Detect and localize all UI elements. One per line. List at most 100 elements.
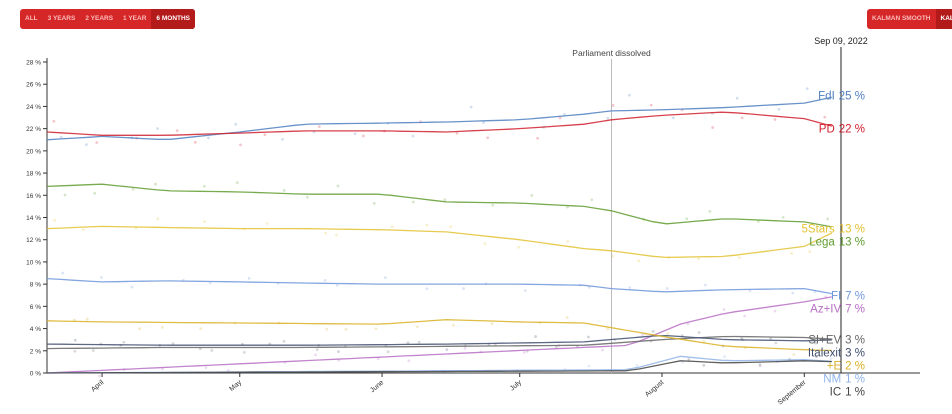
- poll-dot: [154, 182, 157, 186]
- poll-dot: [130, 285, 134, 289]
- series-value: 13 %: [839, 224, 865, 236]
- poll-dot: [73, 349, 77, 353]
- poll-dot: [199, 327, 203, 331]
- period-button-3-years[interactable]: 3 YEARS: [47, 15, 76, 22]
- series-end-labels: FdI 25 %PD 22 %5Stars 13 %Lega 13 %FI 7 %Az+I…: [802, 90, 865, 398]
- end-label-ic: IC 1 %: [830, 387, 865, 399]
- poll-dot: [210, 349, 214, 352]
- poll-dot: [203, 220, 206, 223]
- series-line-az-iv: [46, 296, 832, 374]
- end-label-fdi: FdI 25 %: [818, 90, 865, 102]
- poll-dot: [239, 143, 242, 147]
- end-label--e: +E 2 %: [827, 361, 865, 373]
- filter-button-kalman[interactable]: KALMAN: [935, 9, 952, 29]
- poll-dot: [687, 358, 691, 361]
- end-label-5stars: 5Stars 13 %: [802, 224, 865, 236]
- poll-dot: [628, 286, 632, 290]
- period-button-1-year[interactable]: 1 YEAR: [123, 15, 147, 22]
- poll-dots: [52, 87, 833, 378]
- poll-dot: [611, 254, 615, 258]
- poll-dot: [711, 126, 715, 129]
- poll-dot: [425, 287, 429, 291]
- series-name: IC: [830, 387, 842, 399]
- y-tick-label: 16 %: [26, 193, 41, 200]
- poll-dot: [138, 327, 142, 331]
- series-line-nm: [46, 355, 832, 374]
- series-line-fi: [46, 277, 832, 295]
- poll-dot: [530, 194, 534, 197]
- poll-dot: [536, 136, 540, 140]
- period-button-6-months[interactable]: 6 MONTHS: [151, 9, 196, 29]
- series-name: Italexit: [808, 348, 842, 360]
- poll-dot: [411, 134, 415, 138]
- series-name: Az+IV: [810, 303, 841, 315]
- poll-dot: [411, 200, 415, 204]
- poll-dot: [814, 341, 818, 345]
- poll-dot: [651, 329, 655, 333]
- poll-dot: [337, 350, 340, 354]
- poll-dot: [641, 333, 644, 337]
- poll-dot: [91, 349, 95, 352]
- poll-dot: [407, 359, 411, 363]
- period-button-all[interactable]: ALL: [25, 15, 38, 22]
- poll-dot: [63, 193, 67, 197]
- poll-dot: [265, 222, 269, 225]
- poll-dot: [247, 276, 251, 280]
- poll-dot: [722, 308, 726, 311]
- end-label-az-iv: Az+IV 7 %: [810, 303, 865, 315]
- poll-dot: [792, 353, 796, 356]
- poll-dot: [95, 141, 99, 144]
- poll-dot: [171, 342, 175, 345]
- poll-dot: [823, 115, 827, 119]
- poll-dot: [666, 332, 670, 335]
- poll-dot: [708, 210, 712, 213]
- poll-dot: [416, 325, 419, 329]
- end-label-nm: NM 1 %: [823, 374, 865, 386]
- poll-dot: [206, 136, 210, 140]
- poll-dot: [587, 285, 591, 289]
- poll-dot: [85, 317, 89, 321]
- poll-dot: [774, 341, 778, 345]
- poll-dot: [566, 205, 569, 209]
- poll-dot: [829, 357, 833, 361]
- poll-dot: [417, 340, 421, 344]
- poll-dot: [735, 96, 739, 100]
- poll-dot: [452, 323, 455, 327]
- period-selector: ALL 3 YEARS 2 YEARS 1 YEAR 6 MONTHS: [20, 9, 196, 29]
- poll-dot: [462, 287, 465, 290]
- poll-dot: [522, 350, 526, 354]
- poll-dot: [98, 374, 101, 378]
- series-line-ic: [46, 360, 832, 374]
- poll-dot: [443, 198, 447, 202]
- poll-dot: [160, 326, 164, 329]
- poll-dot: [386, 350, 390, 354]
- poll-dot: [808, 250, 812, 253]
- poll-dot: [665, 287, 669, 290]
- poll-dot: [100, 276, 103, 279]
- poll-dot: [361, 134, 365, 138]
- y-tick-label: 2 %: [30, 348, 41, 355]
- poll-dot: [469, 105, 473, 109]
- series-value: 1 %: [845, 374, 865, 386]
- poll-dot: [226, 368, 230, 372]
- poll-dot: [565, 316, 569, 319]
- poll-dot: [702, 363, 706, 367]
- series-value: 3 %: [845, 348, 865, 360]
- annotation-label: Parliament dissolved: [572, 48, 651, 58]
- period-button-2-years[interactable]: 2 YEARS: [85, 15, 114, 22]
- poll-dot: [486, 136, 490, 140]
- filter-button-kalman-smooth[interactable]: KALMAN SMOOTH: [872, 15, 931, 22]
- y-tick-label: 26 %: [26, 82, 41, 89]
- poll-dot: [323, 278, 327, 282]
- x-tick-label: July: [509, 379, 523, 393]
- y-tick-label: 10 %: [26, 259, 41, 266]
- poll-dot: [606, 327, 610, 331]
- series-name: SI+EV: [808, 335, 841, 347]
- poll-dot: [697, 331, 701, 334]
- poll-dot: [686, 322, 690, 326]
- poll-dot: [263, 133, 267, 137]
- poll-dot: [406, 341, 410, 345]
- poll-dot: [344, 328, 348, 331]
- poll-dot: [449, 225, 453, 229]
